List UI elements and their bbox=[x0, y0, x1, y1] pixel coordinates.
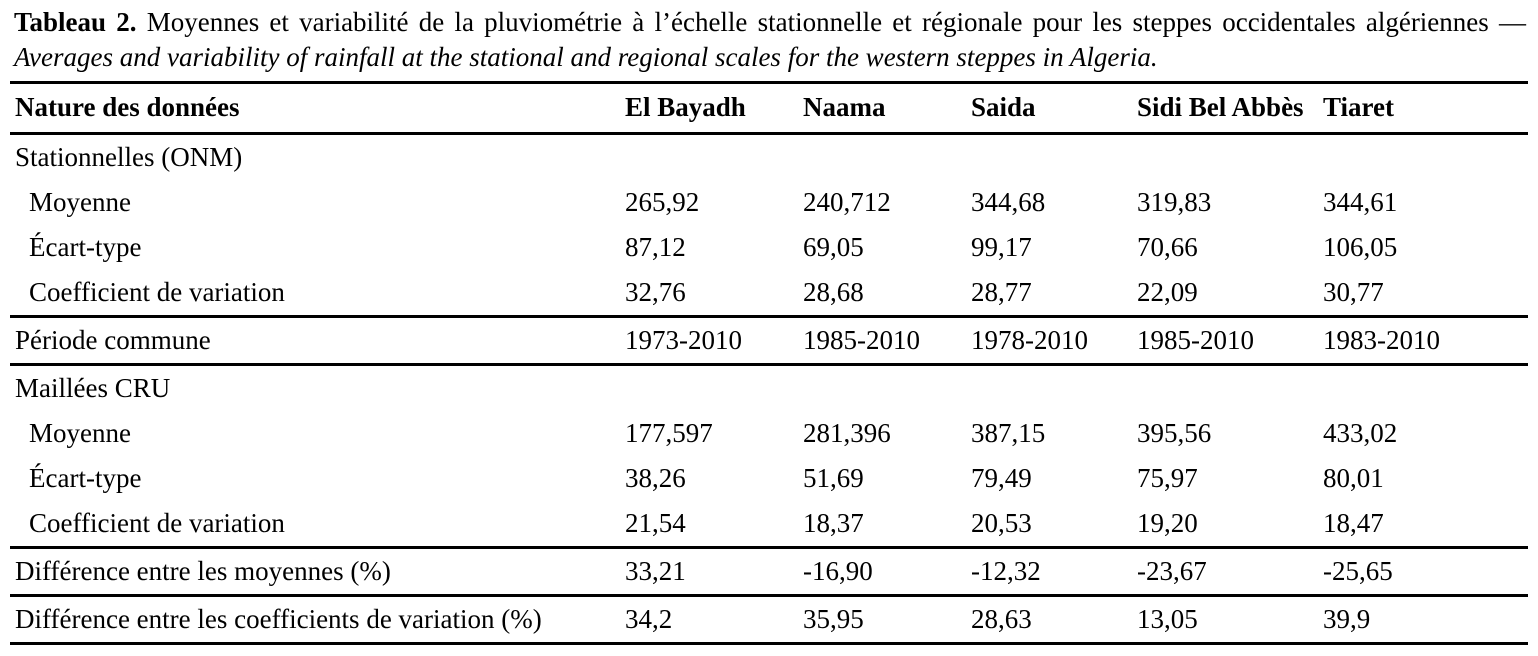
table-row-coeff-variation-cru: Coefficient de variation 21,54 18,37 20,… bbox=[10, 501, 1528, 549]
table-row-section-maillees-cru: Maillées CRU bbox=[10, 365, 1528, 412]
cell: 433,02 bbox=[1323, 418, 1398, 448]
column-header-nature: Nature des données bbox=[10, 82, 625, 135]
column-header-el-bayadh: El Bayadh bbox=[625, 82, 803, 135]
row-label: Écart-type bbox=[29, 463, 142, 493]
header-row: Nature des données El Bayadh Naama Saida… bbox=[10, 82, 1528, 135]
cell: 34,2 bbox=[625, 595, 803, 645]
cell: 80,01 bbox=[1323, 463, 1384, 493]
cell bbox=[971, 365, 1137, 412]
table-row-difference-moyennes: Différence entre les moyennes (%) 33,21 … bbox=[10, 547, 1528, 597]
cell: 99,17 bbox=[971, 232, 1032, 262]
column-header-saida: Saida bbox=[971, 82, 1137, 135]
row-label: Stationnelles (ONM) bbox=[15, 142, 243, 172]
cell: 240,712 bbox=[803, 187, 891, 217]
row-label: Différence entre les moyennes (%) bbox=[10, 547, 625, 597]
cell: 28,63 bbox=[971, 595, 1137, 645]
cell: 13,05 bbox=[1137, 595, 1323, 645]
cell bbox=[1323, 365, 1528, 412]
cell bbox=[1137, 365, 1323, 412]
cell: 35,95 bbox=[803, 595, 971, 645]
cell bbox=[625, 134, 803, 181]
row-label: Maillées CRU bbox=[15, 373, 171, 403]
cell: 1985-2010 bbox=[803, 316, 971, 366]
caption-text-english: Averages and variability of rainfall at … bbox=[14, 42, 1158, 72]
cell: 38,26 bbox=[625, 463, 686, 493]
table-row-periode-commune: Période commune 1973-2010 1985-2010 1978… bbox=[10, 316, 1528, 366]
cell: 32,76 bbox=[625, 270, 803, 318]
row-label: Différence entre les coefficients de var… bbox=[10, 595, 625, 645]
caption-text-french: Moyennes et variabilité de la pluviométr… bbox=[136, 7, 1526, 37]
cell: 1983-2010 bbox=[1323, 316, 1528, 366]
cell: 20,53 bbox=[971, 501, 1137, 549]
cell bbox=[625, 365, 803, 412]
table-row-ecart-type-cru: Écart-type 38,26 51,69 79,49 75,97 80,01 bbox=[10, 456, 1528, 501]
cell: 395,56 bbox=[1137, 418, 1212, 448]
table-row-difference-coefficients: Différence entre les coefficients de var… bbox=[10, 595, 1528, 645]
cell: 18,37 bbox=[803, 501, 971, 549]
table-row-moyenne-cru: Moyenne 177,597 281,396 387,15 395,56 43… bbox=[10, 411, 1528, 456]
cell: 281,396 bbox=[803, 418, 891, 448]
cell: -23,67 bbox=[1137, 547, 1323, 597]
cell: 265,92 bbox=[625, 187, 700, 217]
cell: 75,97 bbox=[1137, 463, 1198, 493]
row-label: Période commune bbox=[10, 316, 625, 366]
cell bbox=[803, 134, 971, 181]
cell bbox=[803, 365, 971, 412]
cell: 79,49 bbox=[971, 463, 1032, 493]
row-label: Moyenne bbox=[29, 187, 131, 217]
cell: 387,15 bbox=[971, 418, 1046, 448]
cell: 87,12 bbox=[625, 232, 686, 262]
cell: 18,47 bbox=[1323, 501, 1528, 549]
table-row-coeff-variation-onm: Coefficient de variation 32,76 28,68 28,… bbox=[10, 270, 1528, 318]
cell: 319,83 bbox=[1137, 187, 1212, 217]
column-header-sidi-bel-abbes: Sidi Bel Abbès bbox=[1137, 82, 1323, 135]
rainfall-statistics-table: Nature des données El Bayadh Naama Saida… bbox=[10, 81, 1528, 645]
table-row-section-stationnelles: Stationnelles (ONM) bbox=[10, 134, 1528, 181]
cell: 106,05 bbox=[1323, 232, 1398, 262]
cell: 1978-2010 bbox=[971, 316, 1137, 366]
caption-label: Tableau 2. bbox=[14, 7, 137, 37]
cell: 177,597 bbox=[625, 418, 713, 448]
cell: 22,09 bbox=[1137, 270, 1323, 318]
cell bbox=[1323, 134, 1528, 181]
cell: 28,68 bbox=[803, 270, 971, 318]
column-header-tiaret: Tiaret bbox=[1323, 82, 1528, 135]
column-header-naama: Naama bbox=[803, 82, 971, 135]
cell: 1985-2010 bbox=[1137, 316, 1323, 366]
cell: 1973-2010 bbox=[625, 316, 803, 366]
table-row-moyenne-onm: Moyenne 265,92 240,712 344,68 319,83 344… bbox=[10, 180, 1528, 225]
row-label: Coefficient de variation bbox=[10, 270, 625, 318]
cell: 344,68 bbox=[971, 187, 1046, 217]
cell: 39,9 bbox=[1323, 595, 1528, 645]
cell: 51,69 bbox=[803, 463, 864, 493]
cell: -16,90 bbox=[803, 547, 971, 597]
table-row-ecart-type-onm: Écart-type 87,12 69,05 99,17 70,66 106,0… bbox=[10, 225, 1528, 270]
cell bbox=[1137, 134, 1323, 181]
cell: 70,66 bbox=[1137, 232, 1198, 262]
row-label: Moyenne bbox=[29, 418, 131, 448]
cell: 69,05 bbox=[803, 232, 864, 262]
cell: -25,65 bbox=[1323, 547, 1528, 597]
cell: -12,32 bbox=[971, 547, 1137, 597]
cell: 28,77 bbox=[971, 270, 1137, 318]
cell: 344,61 bbox=[1323, 187, 1398, 217]
row-label: Écart-type bbox=[29, 232, 142, 262]
row-label: Coefficient de variation bbox=[10, 501, 625, 549]
cell bbox=[971, 134, 1137, 181]
table-caption: Tableau 2. Moyennes et variabilité de la… bbox=[14, 5, 1526, 75]
cell: 19,20 bbox=[1137, 501, 1323, 549]
cell: 33,21 bbox=[625, 547, 803, 597]
cell: 30,77 bbox=[1323, 270, 1528, 318]
cell: 21,54 bbox=[625, 501, 803, 549]
